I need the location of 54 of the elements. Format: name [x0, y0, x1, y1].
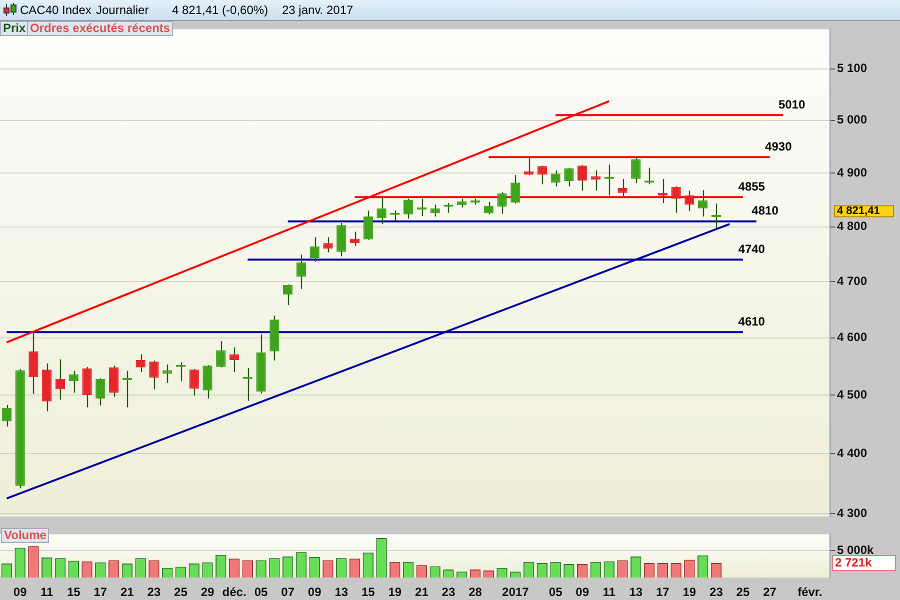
x-tick-label: 07	[281, 585, 295, 600]
x-tick-label: 25	[174, 585, 188, 600]
y-tick-label: 4 900	[837, 165, 868, 180]
y-tick-label: 5 000	[837, 112, 868, 127]
x-tick-label: 11	[602, 585, 616, 600]
x-tick-label: 13	[629, 585, 643, 600]
x-tick-label: 27	[763, 585, 777, 600]
chart-title: Volume	[1, 528, 50, 543]
y-tick-label: 4 500	[837, 387, 868, 402]
x-tick-label: 11	[40, 585, 54, 600]
y-tick-label: 4 700	[837, 274, 868, 288]
x-tick-label: déc.	[222, 585, 246, 600]
text: 2 721k	[835, 555, 872, 570]
y-tick-label: 5 100	[837, 61, 868, 76]
x-tick-label: 17	[94, 585, 108, 600]
x-tick-label: 17	[656, 585, 670, 600]
y-tick-label: 5 000k	[837, 542, 874, 557]
x-tick-label: 23	[147, 585, 161, 600]
y-tick-label: 4 400	[837, 446, 868, 460]
series-label: 4610	[738, 314, 766, 328]
x-tick-label: 23	[442, 585, 456, 600]
y-tick-label: 4 300	[837, 506, 868, 520]
series-label: 4855	[738, 179, 766, 194]
series-label: 4930	[765, 139, 792, 154]
x-tick-label: 19	[388, 585, 402, 600]
x-tick-label: 09	[576, 585, 590, 600]
y-tick-label: 4 800	[837, 219, 868, 234]
series-label: 4810	[752, 204, 779, 218]
x-tick-label: 21	[120, 585, 134, 600]
x-tick-label: 2017	[502, 585, 530, 600]
x-tick-label: 28	[468, 585, 482, 600]
x-tick-label: 25	[736, 585, 750, 600]
x-tick-label: 15	[361, 585, 376, 600]
text: 23 janv. 2017	[282, 2, 354, 19]
x-tick-label: 13	[334, 585, 348, 600]
x-tick-label: 09	[308, 585, 322, 600]
x-tick-label: 19	[682, 585, 696, 600]
x-tick-label: 29	[200, 585, 214, 600]
chart-subtitle: Journalier	[96, 2, 149, 19]
x-tick-label: 09	[13, 585, 28, 600]
x-tick-label: févr.	[798, 585, 822, 600]
x-tick-label: 21	[415, 585, 429, 600]
series-label: 5010	[778, 97, 806, 112]
series-label: 4740	[738, 242, 766, 256]
x-tick-label: 23	[710, 585, 724, 600]
x-tick-label: 05	[254, 585, 268, 600]
annotation: Prix	[0, 21, 29, 36]
y-tick-label: 4 600	[837, 330, 868, 344]
x-tick-label: 15	[66, 585, 81, 600]
x-tick-label: 05	[548, 585, 563, 600]
chart-title: CAC40 Index	[20, 2, 92, 19]
text: 4 821,41 (-0,60%)	[172, 2, 268, 19]
annotation: Ordres exécutés récents	[27, 21, 174, 36]
text: 4 821,41	[837, 205, 880, 218]
